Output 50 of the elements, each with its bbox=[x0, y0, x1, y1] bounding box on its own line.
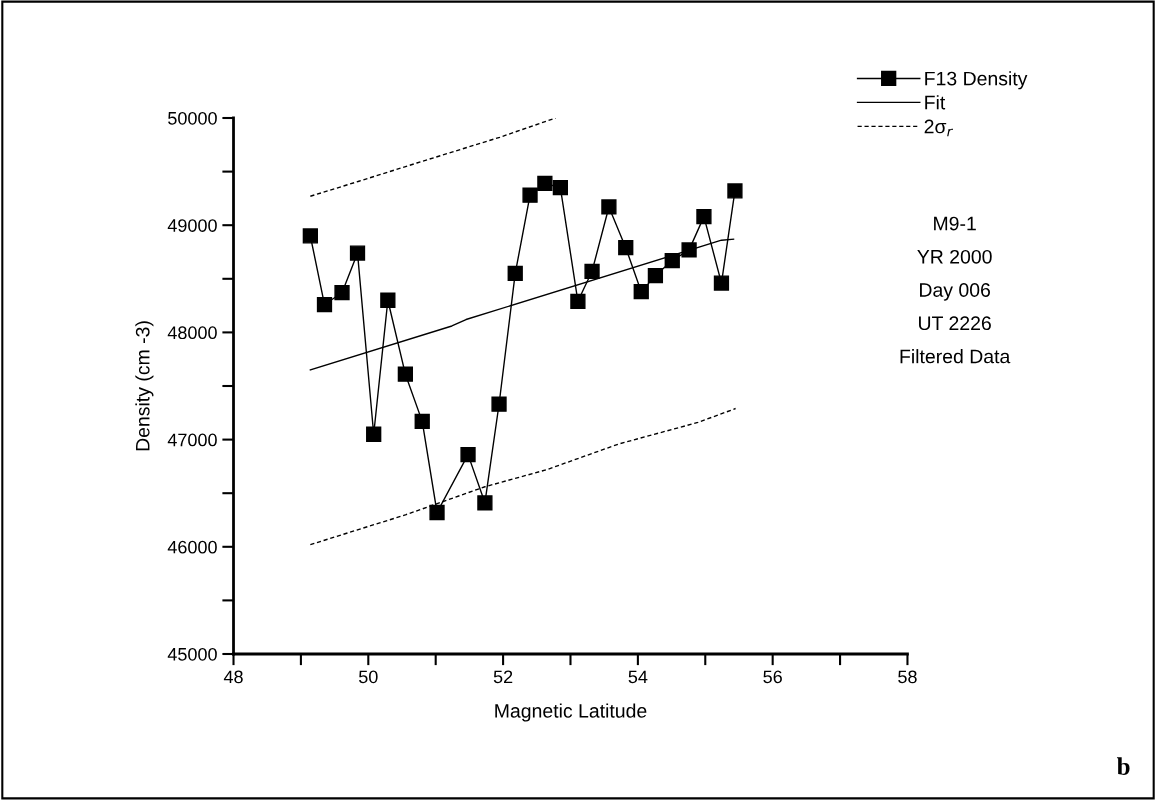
point bbox=[570, 293, 586, 309]
x-tick-label: 52 bbox=[493, 670, 513, 684]
point bbox=[647, 267, 664, 284]
y-tick-label: 46000 bbox=[167, 540, 217, 554]
point bbox=[491, 396, 507, 412]
legend-label: F13 Density bbox=[925, 71, 1028, 90]
point bbox=[366, 426, 382, 442]
text: Day 006 bbox=[920, 283, 990, 301]
point bbox=[681, 242, 697, 258]
point bbox=[380, 292, 396, 308]
point bbox=[584, 263, 600, 279]
legend-label: Fit bbox=[925, 95, 946, 110]
y-tick-label: 50000 bbox=[168, 111, 217, 125]
annotation: Filtered Data bbox=[900, 349, 1011, 364]
point bbox=[429, 504, 445, 521]
y-tick-label: 48000 bbox=[167, 326, 217, 340]
y-tick-label: 47000 bbox=[167, 433, 217, 447]
point bbox=[414, 413, 430, 430]
x-tick-label: 48 bbox=[223, 670, 243, 684]
text: YR 2000 bbox=[917, 249, 992, 264]
line-series bbox=[309, 118, 557, 197]
text: b bbox=[1116, 757, 1130, 775]
point bbox=[601, 199, 617, 215]
point bbox=[477, 495, 493, 511]
point bbox=[727, 183, 743, 199]
point bbox=[618, 240, 634, 256]
point bbox=[696, 208, 712, 225]
point bbox=[713, 275, 730, 291]
point bbox=[552, 180, 569, 196]
x-tick-label: 50 bbox=[358, 670, 378, 684]
y-tick-label: 49000 bbox=[167, 219, 217, 232]
point bbox=[507, 265, 523, 282]
point bbox=[302, 228, 318, 244]
point bbox=[522, 187, 538, 203]
x-axis-title: Magnetic Latitude bbox=[495, 703, 647, 722]
point bbox=[633, 284, 649, 300]
point bbox=[349, 245, 366, 261]
x-tick-label: 54 bbox=[628, 670, 648, 684]
point bbox=[316, 296, 333, 313]
point bbox=[460, 446, 476, 463]
y-tick-label: 45000 bbox=[167, 647, 217, 661]
point bbox=[334, 285, 350, 301]
y-axis-title: Density (cm -3) bbox=[135, 321, 154, 451]
x-tick-label: 58 bbox=[898, 670, 917, 684]
text: UT 2226 bbox=[919, 316, 991, 331]
x-tick-label: 56 bbox=[763, 670, 782, 684]
legend-label: 2σ$_{r}$ bbox=[924, 119, 953, 137]
point bbox=[397, 366, 414, 382]
point bbox=[537, 175, 553, 192]
text: M9-1 bbox=[934, 216, 976, 231]
